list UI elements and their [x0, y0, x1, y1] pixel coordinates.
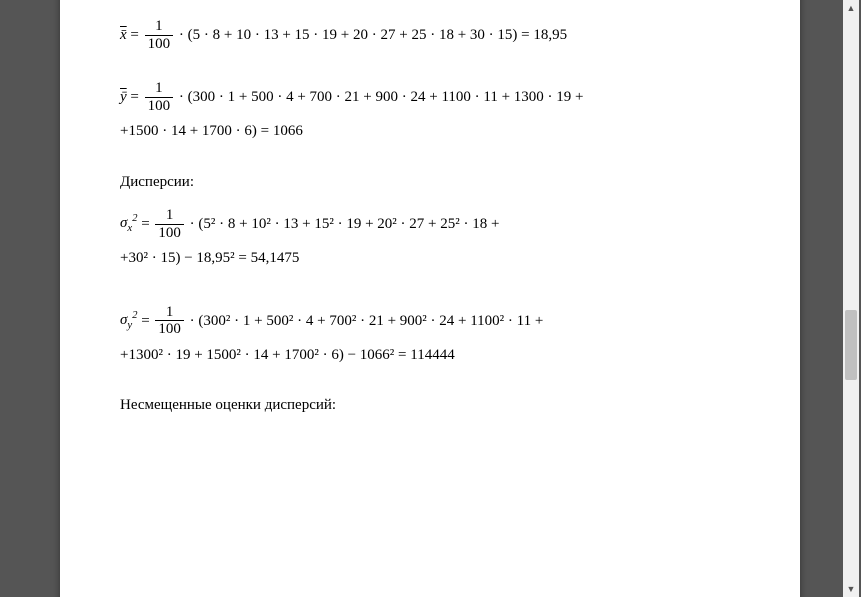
ybar-frac-den: 100: [145, 98, 174, 115]
sigma-x-body-line1: (5² · 8 + 10² · 13 + 15² · 19 + 20² · 27…: [198, 216, 499, 232]
scroll-down-icon[interactable]: ▼: [843, 581, 859, 597]
xbar-frac-num: 1: [145, 18, 174, 36]
sigma-y-body-line1: (300² · 1 + 500² · 4 + 700² · 21 + 900² …: [198, 312, 543, 328]
sigma-y-fraction: 1 100: [155, 304, 184, 338]
equation-sigma-x2: σx2 = 1 100 · (5² · 8 + 10² · 13 + 15² ·…: [120, 207, 740, 270]
equation-sigma-y2: σy2 = 1 100 · (300² · 1 + 500² · 4 + 700…: [120, 304, 740, 367]
ybar-symbol: ȳ: [120, 89, 127, 105]
ybar-body-line2: +1500 · 14 + 1700 · 6) = 1066: [120, 120, 740, 143]
ybar-fraction: 1 100: [145, 80, 174, 114]
ybar-symbol-text: ȳ: [120, 89, 127, 105]
ybar-frac-num: 1: [145, 80, 174, 98]
equation-ybar: ȳ = 1 100 · (300 · 1 + 500 · 4 + 700 · 2…: [120, 80, 740, 143]
sigma-x-lhs: σx2: [120, 215, 141, 231]
xbar-fraction: 1 100: [145, 18, 174, 52]
sigma-x-sup: 2: [132, 213, 137, 224]
document-page: x̄ = 1 100 · (5 · 8 + 10 · 13 + 15 · 19 …: [60, 0, 800, 597]
scroll-up-icon[interactable]: ▲: [843, 0, 859, 16]
xbar-dot: ·: [179, 27, 188, 43]
equals-sign: =: [130, 27, 142, 43]
xbar-frac-den: 100: [145, 36, 174, 53]
scrollbar-thumb[interactable]: [845, 310, 857, 380]
label-dispersions: Дисперсии:: [120, 171, 740, 194]
sigma-x-frac-num: 1: [155, 207, 184, 225]
sigma-x-frac-den: 100: [155, 225, 184, 242]
ybar-body-line1: (300 · 1 + 500 · 4 + 700 · 21 + 900 · 24…: [188, 89, 584, 105]
equals-sign-4: =: [141, 312, 153, 328]
equals-sign-2: =: [130, 89, 142, 105]
xbar-body: (5 · 8 + 10 · 13 + 15 · 19 + 20 · 27 + 2…: [188, 27, 567, 43]
label-unbiased: Несмещенные оценки дисперсий:: [120, 394, 740, 417]
viewport: x̄ = 1 100 · (5 · 8 + 10 · 13 + 15 · 19 …: [0, 0, 861, 597]
sigma-x-fraction: 1 100: [155, 207, 184, 241]
ybar-dot: ·: [179, 89, 188, 105]
sigma-x-body-line2: +30² · 15) − 18,95² = 54,1475: [120, 247, 740, 270]
sigma-y-frac-den: 100: [155, 321, 184, 338]
scrollbar-track[interactable]: ▲ ▼: [843, 0, 859, 597]
xbar-symbol: x̄: [120, 27, 127, 43]
xbar-symbol-text: x̄: [120, 27, 127, 43]
sigma-y-body-line2: +1300² · 19 + 1500² · 14 + 1700² · 6) − …: [120, 344, 740, 367]
equation-xbar: x̄ = 1 100 · (5 · 8 + 10 · 13 + 15 · 19 …: [120, 18, 740, 52]
sigma-y-frac-num: 1: [155, 304, 184, 322]
sigma-y-lhs: σy2: [120, 312, 141, 328]
sigma-y-sup: 2: [132, 310, 137, 321]
equals-sign-3: =: [141, 216, 153, 232]
